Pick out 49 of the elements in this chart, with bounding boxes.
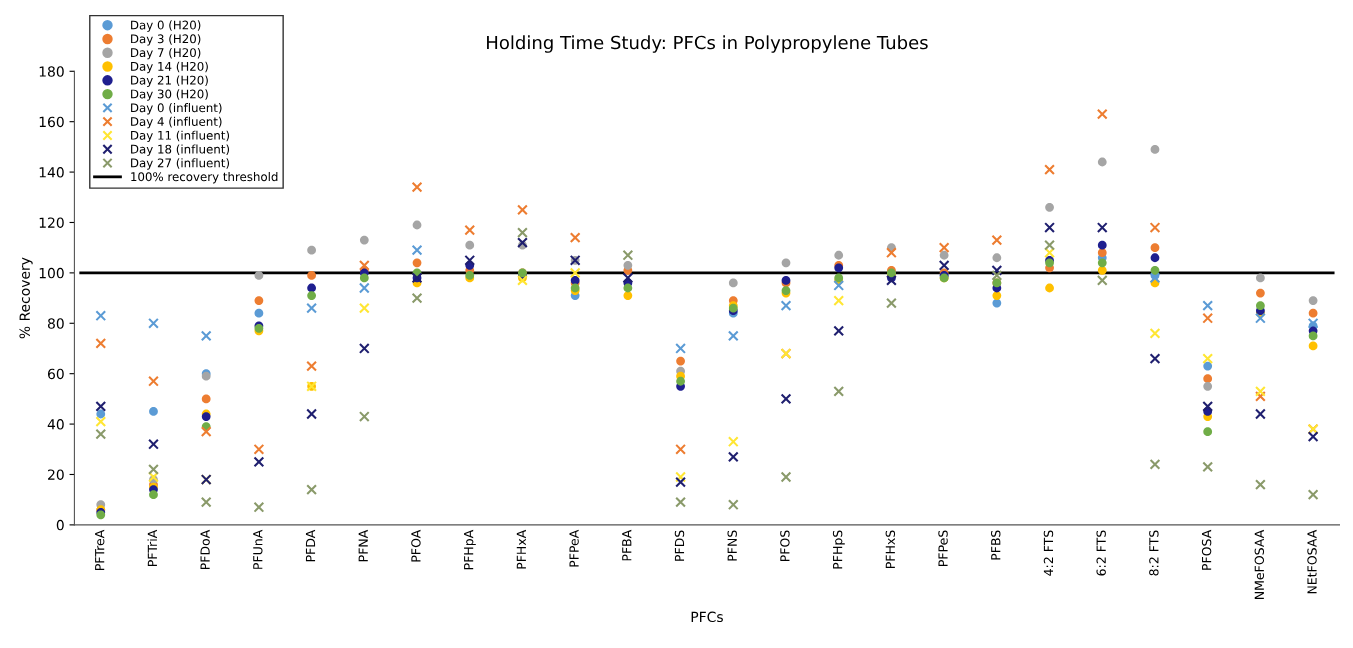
x-tick-label: 6:2 FTS — [1096, 530, 1106, 576]
legend-label: Day 0 (influent) — [131, 103, 222, 115]
legend-label: Day 14 (H20) — [131, 61, 208, 74]
legend-label: Day 11 (influent) — [131, 130, 230, 143]
x-tick-label: 4:2 FTS — [1043, 530, 1054, 576]
x-tick-label: PFHxA — [516, 529, 526, 569]
x-tick-label: PFOA — [411, 529, 421, 562]
x-tick-label: PFBA — [622, 529, 632, 561]
y-tick-label: 60 — [47, 368, 64, 380]
x-tick-label: PFPeS — [938, 530, 948, 566]
x-tick-label: PFDA — [305, 529, 316, 562]
legend-label: Day 0 (H20) — [131, 20, 201, 32]
x-tick-label: PFUnA — [253, 529, 263, 569]
legend-label: Day 7 (H20) — [131, 47, 201, 60]
legend-label: Day 21 (H20) — [131, 75, 208, 87]
x-tick-label: 8:2 FTS — [1149, 530, 1159, 576]
y-axis-title: % Recovery — [19, 257, 33, 339]
y-tick-label: 120 — [39, 217, 64, 228]
x-tick-label: PFTriA — [147, 529, 157, 566]
y-tick-label: 180 — [39, 66, 64, 77]
y-tick-label: 160 — [39, 116, 64, 128]
x-tick-label: NEtFOSAA — [1307, 529, 1317, 594]
legend-label: Day 3 (H20) — [131, 34, 201, 46]
legend-label: 100% recovery threshold — [131, 172, 278, 184]
legend-label: Day 27 (influent) — [131, 158, 230, 170]
legend-label: Day 18 (influent) — [131, 144, 230, 156]
y-tick-label: 0 — [56, 519, 64, 531]
y-tick-label: 140 — [39, 167, 64, 178]
x-tick-label: PFHpA — [464, 529, 476, 570]
y-tick-label: 40 — [47, 419, 64, 430]
x-tick-label: PFOSA — [1201, 529, 1212, 570]
x-tick-label: PFTreA — [95, 529, 105, 570]
x-tick-label: PFNS — [727, 530, 737, 561]
legend-label: Day 4 (influent) — [131, 116, 222, 129]
y-tick-label: 20 — [48, 469, 64, 480]
legend-label: Day 30 (H20) — [131, 89, 208, 101]
x-tick-label: PFOS — [780, 530, 790, 562]
chart-title: Holding Time Study: PFCs in Polypropylene Tubes — [487, 35, 928, 53]
x-tick-label: PFDS — [674, 530, 685, 561]
x-tick-label: PFNA — [358, 529, 368, 562]
x-tick-label: PFPeA — [569, 529, 579, 567]
x-tick-label: PFHpS — [832, 530, 845, 569]
x-tick-label: PFDoA — [200, 529, 210, 570]
y-tick-label: 100 — [39, 267, 64, 279]
x-tick-label: PFHxS — [885, 530, 896, 568]
x-axis-title: PFCs — [691, 611, 723, 623]
x-tick-label: PFBS — [991, 530, 1001, 560]
x-tick-label: NMeFOSAA — [1254, 529, 1265, 599]
y-tick-label: 80 — [47, 318, 64, 329]
